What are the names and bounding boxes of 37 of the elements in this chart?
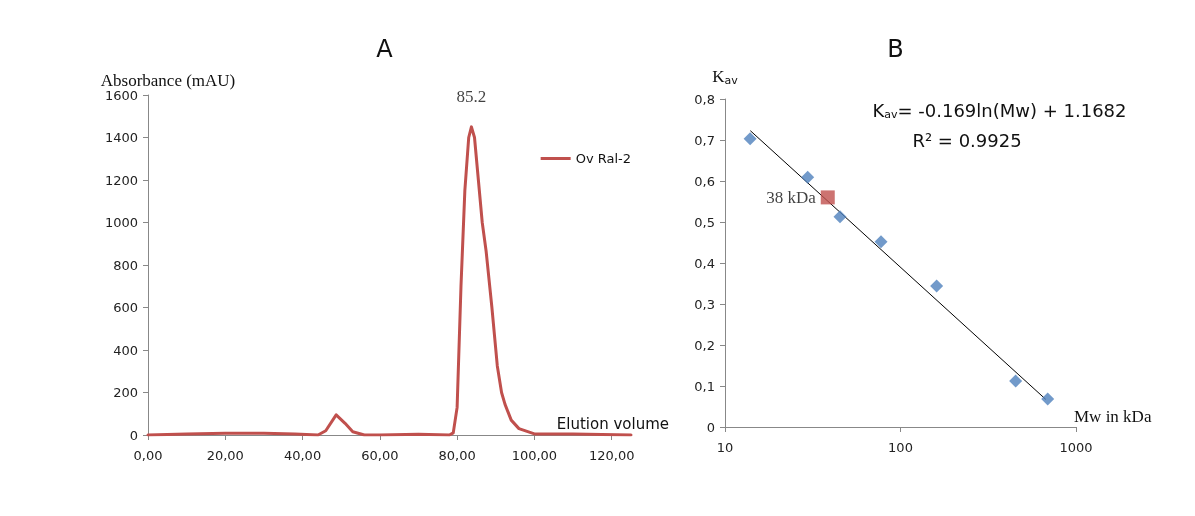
y-tick-label: 200 (113, 385, 138, 400)
y-tick-label: 800 (113, 257, 138, 273)
y-tick-label: 0,8 (694, 91, 715, 107)
y-tick-label: 400 (113, 342, 138, 358)
y-tick-label: 1200 (104, 172, 138, 188)
x-tick-label: 20,00 (206, 448, 244, 463)
x-tick-label: 120,00 (588, 448, 635, 463)
y-tick-label: 600 (113, 300, 138, 315)
x-tick-label: 100,00 (511, 448, 558, 463)
annotation: 38 kDa (766, 187, 817, 207)
y-tick-label: 0,3 (694, 296, 715, 312)
x-tick-label: 0,00 (133, 448, 163, 463)
y-tick-label: 1400 (104, 130, 138, 145)
y-tick-label: 0,5 (694, 214, 715, 230)
y-tick-label: 0,2 (694, 337, 715, 353)
y-tick-label: 1600 (104, 87, 138, 103)
x-tick-label: 10 (716, 440, 734, 455)
y-axis-title: Absorbance (mAU) (100, 70, 236, 90)
y-tick-label: 0,7 (694, 132, 715, 148)
annotation: 85.2 (456, 86, 487, 106)
y-tick-label: 0 (706, 419, 715, 435)
x-tick-label: 100 (888, 440, 913, 455)
y-tick-label: 0,4 (694, 255, 715, 271)
x-tick-label: 60,00 (361, 448, 399, 463)
y-tick-label: 0 (129, 427, 138, 443)
annotation: R² = 0.9925 (912, 129, 1022, 151)
chart-title: B (887, 35, 904, 63)
x-tick-label: 1000 (1059, 440, 1093, 455)
x-tick-label: 80,00 (438, 448, 476, 463)
x-axis-title: Mw in kDa (1074, 406, 1152, 426)
x-tick-label: 40,00 (283, 448, 322, 463)
chart-title: A (376, 35, 394, 63)
y-tick-label: 1000 (104, 215, 138, 230)
y-tick-label: 0,6 (694, 173, 715, 189)
x-axis-title: Elution volume (556, 414, 669, 433)
y-tick-label: 0,1 (694, 378, 715, 394)
legend-label: Ov Ral-2 (575, 151, 632, 166)
